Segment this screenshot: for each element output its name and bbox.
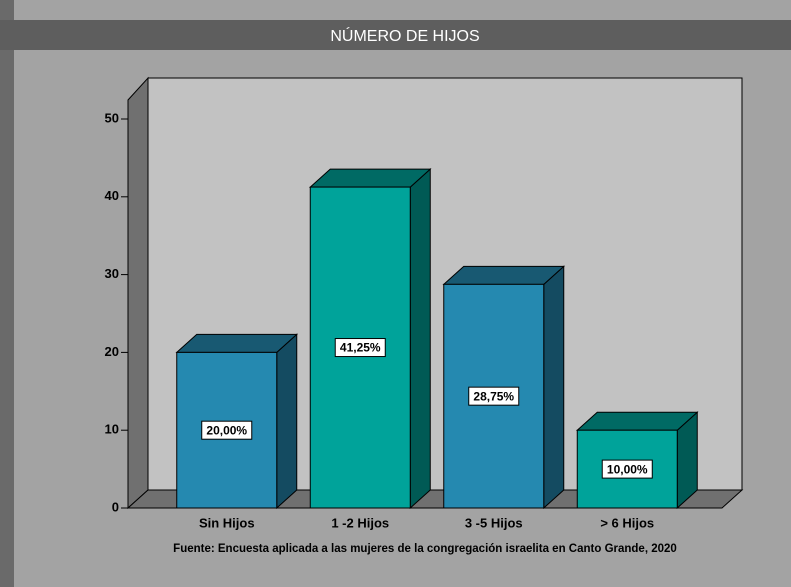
x-tick-label: 1 -2 Hijos	[331, 515, 389, 530]
value-label: 28,75%	[473, 389, 514, 403]
bar-top	[308, 168, 432, 188]
bar-side	[409, 167, 431, 510]
bar-top	[575, 411, 699, 431]
x-tick-label: > 6 Hijos	[600, 515, 654, 530]
value-label-box	[201, 420, 253, 440]
bar-side	[543, 265, 565, 510]
x-tick-label: 3 -5 Hijos	[465, 515, 523, 530]
value-label-box	[334, 338, 386, 358]
x-tick-label: Sin Hijos	[199, 515, 255, 530]
y-tick-label: 50	[105, 110, 119, 125]
value-label: 20,00%	[206, 423, 247, 437]
bar-top	[442, 265, 566, 285]
value-label-box	[601, 459, 653, 479]
y-tick-label: 0	[112, 499, 119, 514]
y-tick-label: 20	[105, 344, 119, 359]
chart-title: NÚMERO DE HIJOS	[330, 26, 479, 45]
value-label-box	[468, 386, 520, 406]
y-tick-label: 40	[105, 188, 119, 203]
y-tick-label: 30	[105, 266, 119, 281]
value-label: 10,00%	[607, 462, 648, 476]
left-frame	[0, 0, 14, 587]
title-bar	[0, 20, 791, 50]
footnote: Fuente: Encuesta aplicada a las mujeres …	[173, 543, 677, 555]
bar-side	[276, 333, 298, 510]
bar-top	[175, 333, 299, 353]
value-label: 41,25%	[340, 341, 381, 355]
side-wall	[127, 76, 149, 510]
y-tick-label: 10	[105, 422, 119, 437]
